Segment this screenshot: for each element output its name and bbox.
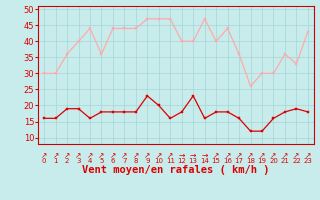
Text: ↗: ↗ xyxy=(133,151,139,160)
Text: ↗: ↗ xyxy=(247,151,254,160)
Text: ↗: ↗ xyxy=(52,151,59,160)
X-axis label: Vent moyen/en rafales ( km/h ): Vent moyen/en rafales ( km/h ) xyxy=(82,165,270,175)
Text: →: → xyxy=(202,151,208,160)
Text: ↗: ↗ xyxy=(236,151,242,160)
Text: ↗: ↗ xyxy=(293,151,300,160)
Text: ↗: ↗ xyxy=(259,151,265,160)
Text: ↗: ↗ xyxy=(305,151,311,160)
Text: ↗: ↗ xyxy=(167,151,173,160)
Text: ↗: ↗ xyxy=(41,151,47,160)
Text: ↗: ↗ xyxy=(270,151,277,160)
Text: ↗: ↗ xyxy=(282,151,288,160)
Text: ↗: ↗ xyxy=(64,151,70,160)
Text: ↗: ↗ xyxy=(98,151,105,160)
Text: ↗: ↗ xyxy=(110,151,116,160)
Text: ↗: ↗ xyxy=(87,151,93,160)
Text: ↗: ↗ xyxy=(75,151,82,160)
Text: ↗: ↗ xyxy=(121,151,128,160)
Text: ↗: ↗ xyxy=(156,151,162,160)
Text: →: → xyxy=(190,151,196,160)
Text: ↗: ↗ xyxy=(144,151,150,160)
Text: ↗: ↗ xyxy=(224,151,231,160)
Text: ↗: ↗ xyxy=(213,151,219,160)
Text: →: → xyxy=(179,151,185,160)
